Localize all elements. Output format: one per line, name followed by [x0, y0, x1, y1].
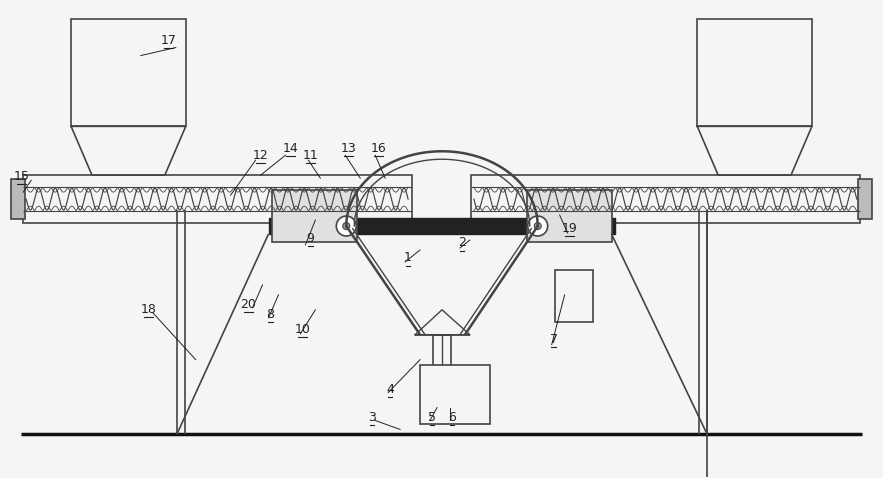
Text: 7: 7 [550, 333, 558, 346]
Text: 3: 3 [368, 411, 376, 424]
Text: 5: 5 [428, 411, 436, 424]
Text: 14: 14 [283, 142, 298, 155]
Bar [471, 175, 860, 223]
Text: 12: 12 [253, 149, 268, 162]
Bar [420, 365, 490, 424]
Text: 18: 18 [141, 304, 157, 316]
Circle shape [528, 216, 547, 236]
Bar [23, 175, 412, 223]
Circle shape [336, 216, 356, 236]
Text: 1: 1 [404, 251, 412, 264]
Bar [273, 190, 358, 242]
Text: 9: 9 [306, 231, 314, 245]
Circle shape [534, 223, 541, 229]
Bar [268, 218, 615, 234]
Bar [555, 270, 592, 322]
Text: 2: 2 [458, 237, 466, 250]
Text: 11: 11 [303, 149, 318, 162]
Text: 4: 4 [386, 383, 394, 396]
Text: 13: 13 [341, 142, 356, 155]
Text: 6: 6 [448, 411, 456, 424]
Bar [698, 19, 812, 126]
Bar [11, 179, 26, 219]
Bar [71, 19, 185, 126]
Text: 19: 19 [562, 221, 577, 235]
Bar [527, 190, 612, 242]
Text: 20: 20 [241, 298, 256, 311]
Text: 15: 15 [13, 170, 29, 183]
Text: 16: 16 [370, 142, 386, 155]
Text: 10: 10 [294, 323, 310, 336]
Circle shape [343, 223, 350, 229]
Text: 8: 8 [267, 308, 275, 321]
Bar [857, 179, 872, 219]
Text: 17: 17 [161, 34, 177, 47]
